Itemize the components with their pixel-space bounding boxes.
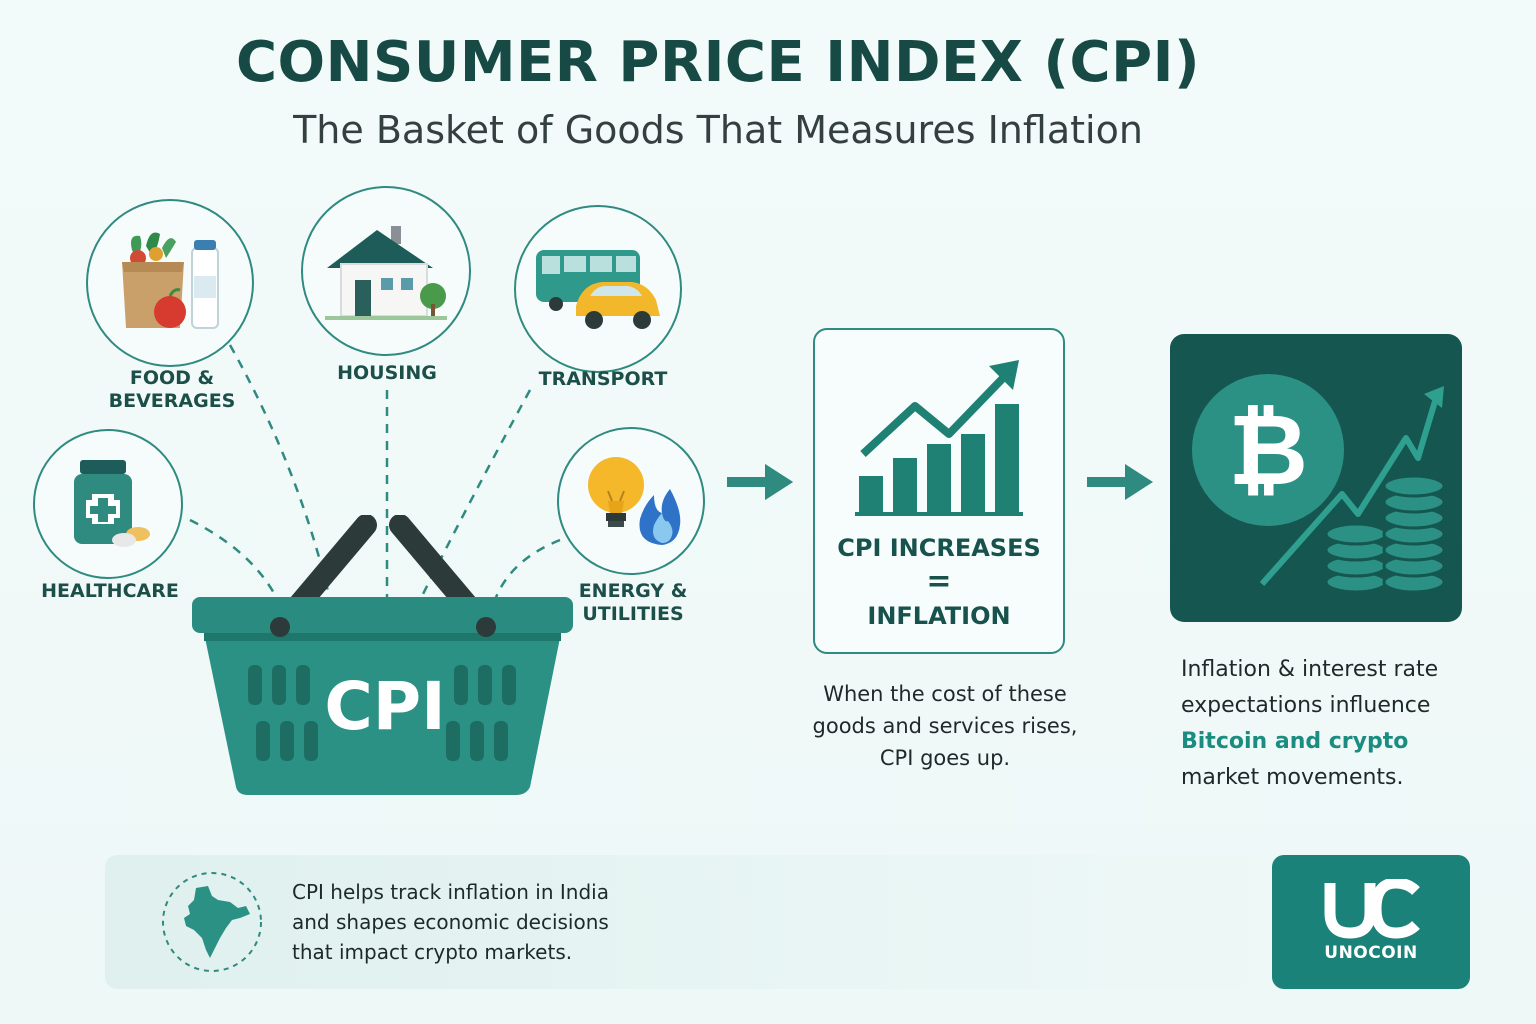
energy-icon <box>588 457 681 545</box>
arrow-right-icon-2 <box>1087 464 1153 500</box>
connector-healthcare <box>189 518 277 596</box>
food-circle <box>86 199 254 367</box>
housing-circle <box>301 186 471 356</box>
unocoin-logo-text: UNOCOIN <box>1324 943 1418 963</box>
rising-chart-icon <box>855 360 1023 516</box>
footer-text: CPI helps track inflation in India and s… <box>292 880 609 964</box>
inflation-line1: CPI INCREASES <box>837 534 1041 562</box>
crypto-description: Inflation & interest rate expectations i… <box>1181 657 1439 790</box>
transport-circle <box>514 205 682 373</box>
bitcoin-growth-icon: ₿ <box>1192 374 1446 594</box>
arrow-right-icon <box>727 464 793 500</box>
healthcare-circle <box>33 429 183 579</box>
medicine-icon <box>74 460 150 547</box>
label-housing: HOUSING <box>337 362 437 384</box>
inflation-card: CPI INCREASES = INFLATION <box>813 328 1065 654</box>
cpi-basket <box>192 515 573 795</box>
bitcoin-card: ₿ <box>1170 334 1462 622</box>
label-energy: ENERGY & UTILITIES <box>578 580 688 625</box>
vehicles-icon <box>536 250 660 329</box>
label-food: FOOD & BEVERAGES <box>108 367 236 412</box>
house-icon <box>325 226 447 320</box>
label-transport: TRANSPORT <box>538 368 668 390</box>
footer-banner <box>105 855 1305 989</box>
energy-circle <box>557 427 705 575</box>
page-subtitle: The Basket of Goods That Measures Inflat… <box>293 108 1143 152</box>
basket-label: CPI <box>324 668 446 745</box>
india-map-icon <box>162 872 262 972</box>
unocoin-logo: UNOCOIN <box>1272 855 1470 989</box>
grocery-icon <box>122 232 219 329</box>
inflation-equals: = <box>926 564 952 599</box>
inflation-description: When the cost of these goods and service… <box>812 682 1078 770</box>
unocoin-logo-mark <box>1324 879 1420 939</box>
label-healthcare: HEALTHCARE <box>41 580 179 602</box>
inflation-line2: INFLATION <box>867 602 1011 630</box>
page-title: CONSUMER PRICE INDEX (CPI) <box>235 30 1201 95</box>
svg-text:₿: ₿ <box>1228 394 1308 508</box>
